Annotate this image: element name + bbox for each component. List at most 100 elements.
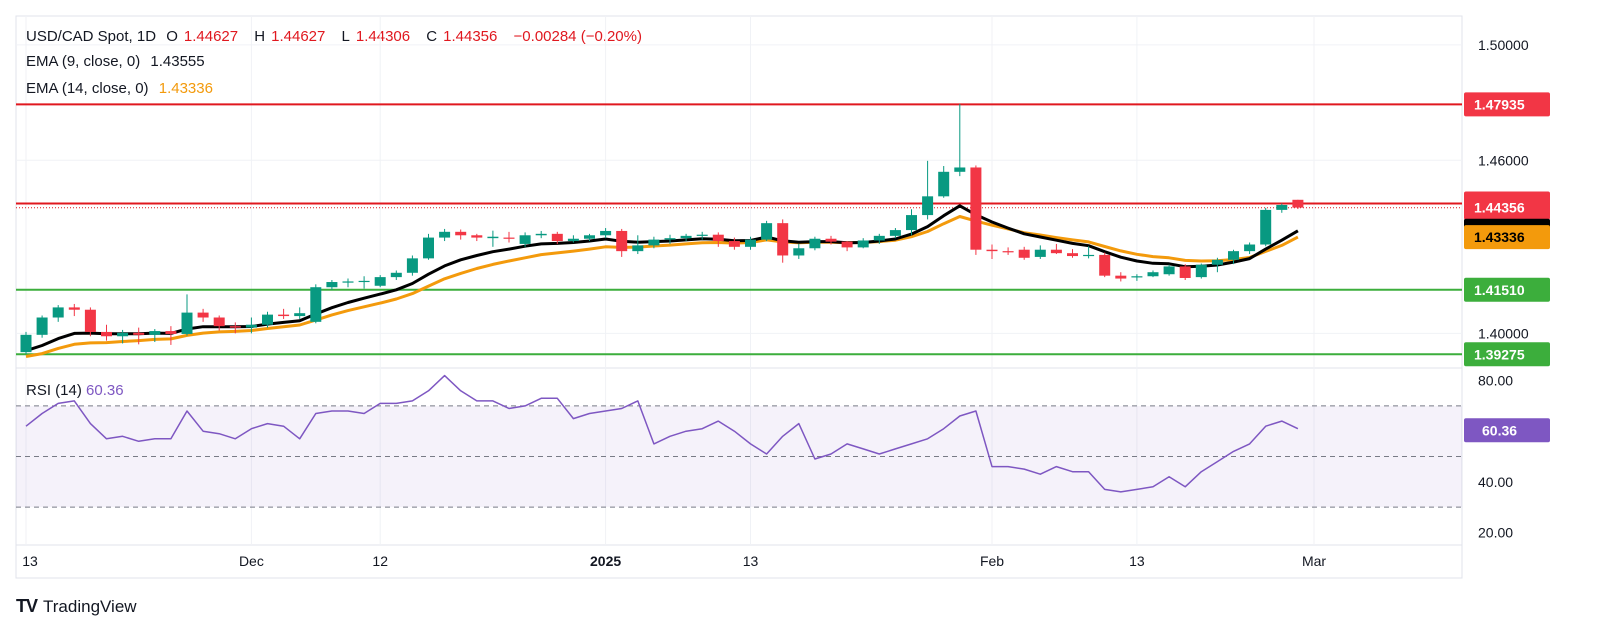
candle-body <box>165 331 177 334</box>
ema14-price-tag: 1.43336 <box>1474 229 1525 245</box>
tradingview-brand: TV TradingView <box>16 596 137 617</box>
candle-body <box>471 235 483 238</box>
candle-body <box>1018 249 1030 258</box>
candle-body <box>245 324 257 328</box>
candle-body <box>889 230 901 236</box>
ema14-value: 1.43336 <box>158 80 213 97</box>
candle-body <box>1099 254 1111 276</box>
candle-body <box>809 238 821 249</box>
candle-body <box>310 287 322 322</box>
candle-body <box>712 234 724 242</box>
ema9-line <box>25 204 1299 353</box>
support-level-tag-bg <box>1464 342 1550 367</box>
price-axis-tick-label: 1.40000 <box>1478 325 1529 341</box>
candle-body <box>101 331 112 337</box>
open-label: O <box>166 28 178 45</box>
candle-body <box>906 215 917 231</box>
candle-body <box>1276 204 1288 210</box>
ema9-value: 1.43555 <box>150 53 205 70</box>
candle-body <box>986 249 998 252</box>
candle-body <box>149 331 161 335</box>
candle-body <box>68 307 80 310</box>
candle-body <box>1228 251 1239 260</box>
resistance-level-tag-bg <box>1464 92 1550 117</box>
candle-body <box>1147 272 1159 277</box>
ema9-legend: EMA (9, close, 0) 1.43555 <box>26 53 211 70</box>
candle-body <box>20 334 32 353</box>
rsi-axis-tick-label: 80.00 <box>1478 373 1513 389</box>
open-number: 1.44627 <box>183 28 239 45</box>
candle-body <box>584 235 595 239</box>
tradingview-logo-icon: TV <box>16 596 38 616</box>
candle-body <box>262 314 273 325</box>
candle-body <box>1050 249 1062 254</box>
candle-body <box>922 196 934 216</box>
candle-body <box>551 233 563 242</box>
candle-body <box>213 317 225 327</box>
time-axis-tick-label: 12 <box>372 553 388 569</box>
candle-body <box>487 236 499 239</box>
candle-body <box>567 238 579 242</box>
time-axis-tick-label: 13 <box>22 553 38 569</box>
candle-body <box>278 314 290 317</box>
candle-body <box>1163 266 1175 275</box>
candle-body <box>761 223 773 240</box>
ema14-line <box>25 215 1299 358</box>
candle-body <box>873 235 885 241</box>
candle-body <box>745 239 756 247</box>
price-axis-tick-label: 1.50000 <box>1478 37 1529 53</box>
candle-body <box>503 237 515 239</box>
symbol-title: USD/CAD Spot, 1D <box>26 28 157 45</box>
candle-body <box>1034 249 1046 257</box>
candle-body <box>519 235 531 244</box>
candle-body <box>181 312 193 334</box>
candle-body <box>374 277 386 286</box>
candle-body <box>294 313 306 317</box>
candle-body <box>342 281 354 283</box>
last-price-tag: 1.44356 <box>1474 200 1525 216</box>
ema14-price-tag-bg <box>1464 225 1550 250</box>
candle-body <box>728 241 740 247</box>
rsi-legend: RSI (14) 60.36 <box>26 382 124 399</box>
time-axis-tick-label: Dec <box>239 553 264 569</box>
candle-body <box>455 231 467 236</box>
candle-body <box>117 332 129 337</box>
close-label: C <box>426 28 438 45</box>
rsi-axis-tick-label: 40.00 <box>1478 474 1513 490</box>
candle-body <box>390 272 402 278</box>
change-value: −0.00284 (−0.20%) <box>513 28 642 45</box>
candle-body <box>1179 266 1191 278</box>
candle-body <box>36 317 48 335</box>
candle-body <box>535 233 547 236</box>
high-value: H 1.44627 <box>254 28 331 45</box>
candle-body <box>1115 275 1127 279</box>
candle-body <box>1292 199 1304 208</box>
candle-body <box>1260 209 1272 245</box>
candle-body <box>648 239 660 246</box>
price-axis-tick-label: 1.46000 <box>1478 152 1529 168</box>
candle-body <box>1067 253 1078 257</box>
ema14-legend: EMA (14, close, 0) 1.43336 <box>26 80 219 97</box>
candle-body <box>777 223 789 256</box>
support-level-tag-bg <box>1464 277 1550 302</box>
candle-body <box>841 241 853 248</box>
open-value: O 1.44627 <box>166 28 244 45</box>
candle-body <box>52 307 64 318</box>
high-label: H <box>254 28 266 45</box>
low-number: 1.44306 <box>355 28 411 45</box>
candle-body <box>1244 244 1256 252</box>
candle-body <box>1083 254 1095 257</box>
rsi-label: RSI (14) <box>26 382 82 399</box>
close-number: 1.44356 <box>443 28 498 45</box>
candle-body <box>84 309 96 332</box>
candle-body <box>1195 264 1207 278</box>
candle-body <box>857 240 869 248</box>
ema9-label: EMA (9, close, 0) <box>26 53 141 70</box>
time-axis-tick-label: Mar <box>1302 553 1326 569</box>
low-label: L <box>341 28 350 45</box>
candle-body <box>1002 251 1014 253</box>
time-axis-tick-label: Feb <box>980 553 1004 569</box>
support-level-tag: 1.39275 <box>1474 346 1525 362</box>
support-level-tag: 1.41510 <box>1474 282 1525 298</box>
